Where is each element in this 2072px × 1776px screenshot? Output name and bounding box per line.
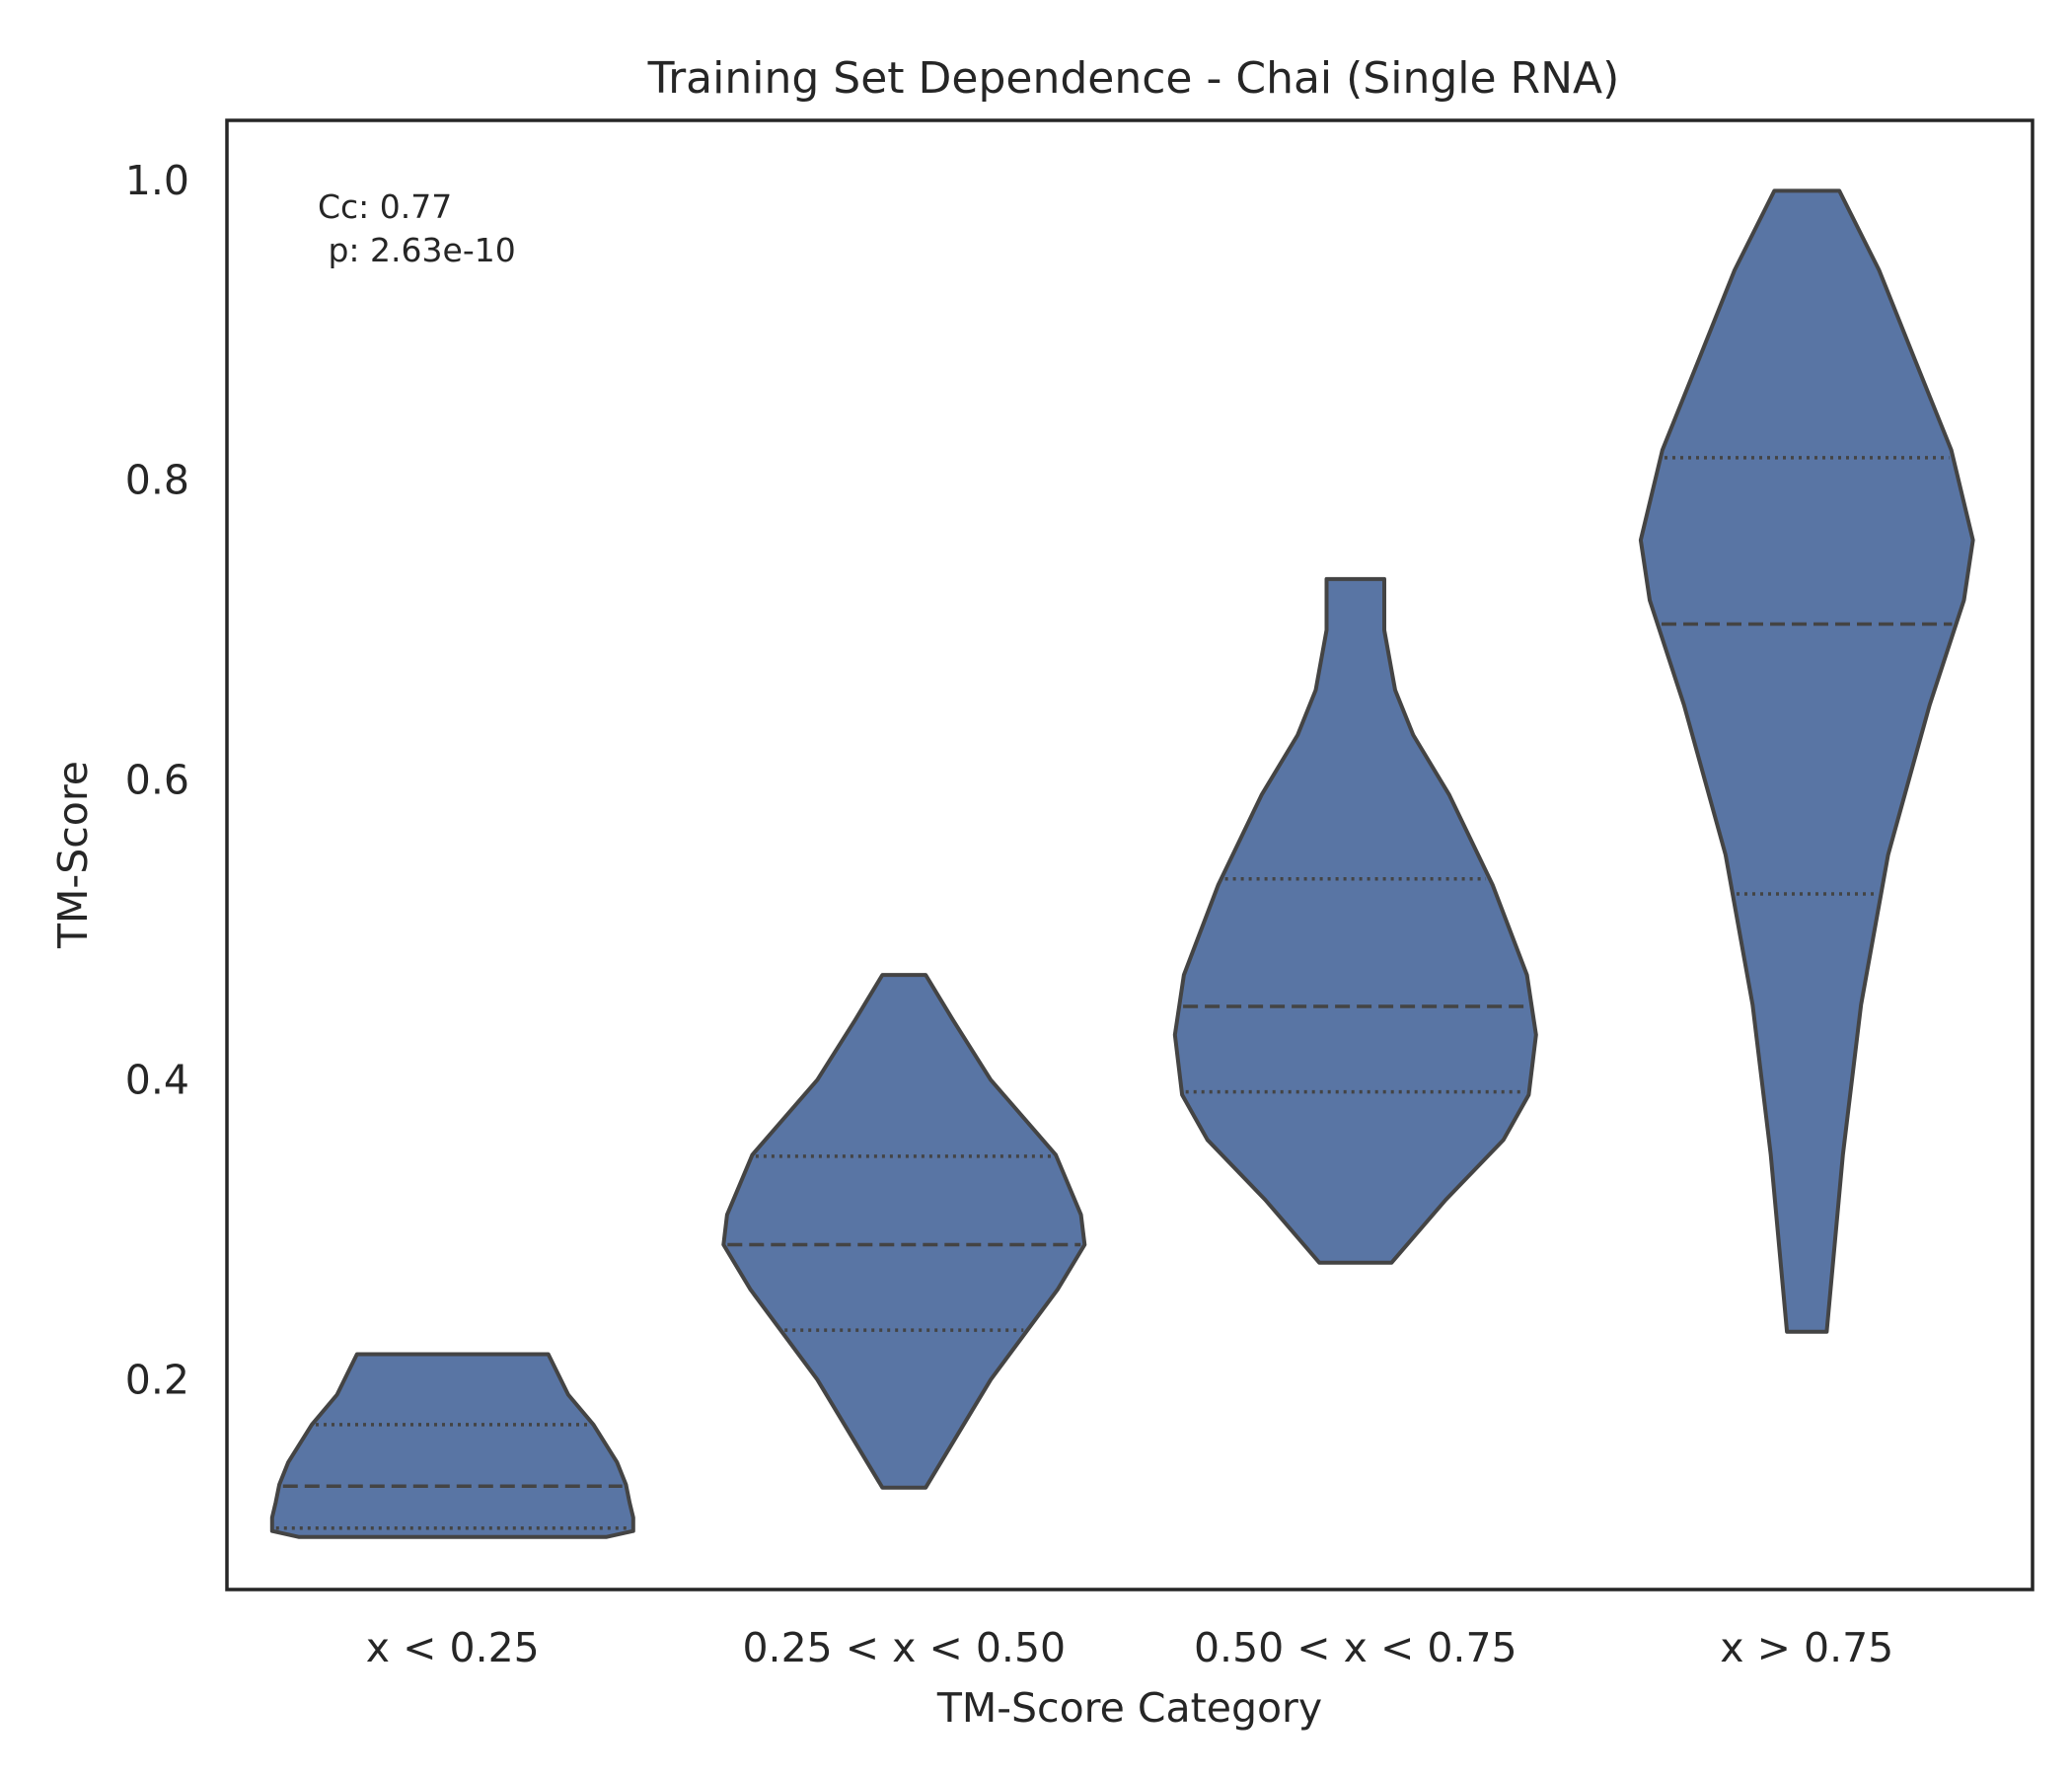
x-tick-label: 0.25 < x < 0.50 (742, 1624, 1066, 1671)
plot-frame (225, 118, 2035, 1591)
x-axis-label: TM-Score Category (936, 1684, 1322, 1732)
violin-025-050 (721, 973, 1087, 1490)
p-value-line: p: 2.63e-10 (318, 231, 516, 269)
cc-value-line: Cc: 0.77 (318, 187, 452, 226)
violin-lt-025 (269, 1352, 635, 1539)
violin-050-075 (1172, 576, 1538, 1265)
y-tick-label: 0.4 (125, 1056, 189, 1103)
x-tick-label: x > 0.75 (1720, 1624, 1893, 1671)
correlation-annotation: Cc: 0.77 p: 2.63e-10 (318, 187, 516, 269)
x-tick-label: x < 0.25 (366, 1624, 540, 1671)
y-axis-label: TM-Score (49, 761, 97, 949)
y-tick-label: 0.6 (125, 757, 189, 804)
x-tick-labels: x < 0.25 0.25 < x < 0.50 0.50 < x < 0.75 x … (366, 1624, 1893, 1671)
quartile-lines-group (275, 456, 1953, 1530)
chart-title: Training Set Dependence - Chai (Single R… (647, 53, 1620, 104)
y-tick-label: 0.2 (125, 1356, 189, 1403)
violins-group (269, 188, 1975, 1539)
violin-gt-075 (1638, 188, 1975, 1334)
x-tick-label: 0.50 < x < 0.75 (1194, 1624, 1517, 1671)
y-tick-label: 0.8 (125, 457, 189, 504)
y-tick-labels: 0.2 0.4 0.6 0.8 1.0 (125, 157, 189, 1404)
y-tick-label: 1.0 (125, 157, 189, 204)
